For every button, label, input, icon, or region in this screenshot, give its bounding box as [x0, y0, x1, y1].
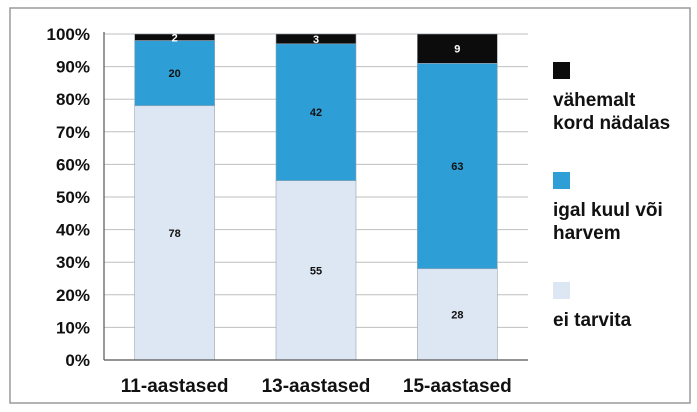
bar-segment	[134, 33, 215, 41]
data-label: 3	[313, 34, 319, 46]
y-tick-label: 10%	[56, 318, 90, 337]
x-category-label: 15-aastased	[403, 376, 512, 397]
legend-label: harvem	[553, 223, 621, 244]
bar-segment	[275, 33, 357, 45]
bar-segment	[275, 43, 357, 181]
data-label: 9	[454, 44, 460, 56]
axes	[103, 32, 528, 361]
data-label: 55	[310, 265, 322, 277]
bar-segment	[417, 63, 498, 270]
x-category-label: 13-aastased	[262, 376, 371, 397]
bar-segment	[275, 180, 357, 361]
legend-swatch	[553, 172, 570, 189]
data-label: 28	[451, 309, 463, 321]
legend-label: igal kuul või	[553, 200, 663, 221]
data-label: 20	[169, 68, 181, 80]
y-tick-label: 0%	[65, 351, 90, 370]
y-tick-label: 70%	[56, 123, 90, 142]
y-tick-label: 30%	[56, 253, 90, 272]
data-label: 2	[172, 32, 178, 44]
chart-border	[9, 7, 691, 404]
legend-label: kord nädalas	[553, 113, 671, 134]
bar-segment	[134, 105, 215, 361]
legend-swatch	[553, 282, 570, 299]
bar-segment	[134, 40, 215, 107]
labels: 0% 10% 20% 30% 40% 50% 60% 70% 80% 90% 100% 78 20 2 11…	[47, 25, 512, 397]
y-tick-label: 40%	[56, 221, 90, 240]
y-tick-label: 90%	[56, 58, 90, 77]
y-tick-label: 100%	[47, 25, 90, 44]
y-tick-label: 50%	[56, 188, 90, 207]
bars	[134, 33, 498, 361]
bar-segment	[417, 268, 498, 361]
bar-segment	[417, 33, 498, 64]
data-label: 78	[169, 228, 181, 240]
legend-label: vähemalt	[553, 90, 636, 111]
y-tick-label: 80%	[56, 90, 90, 109]
y-tick-label: 60%	[56, 155, 90, 174]
legend-label: ei tarvita	[553, 310, 632, 331]
data-label: 42	[310, 107, 322, 119]
legend-swatch	[553, 62, 570, 79]
x-category-label: 11-aastased	[121, 376, 229, 397]
y-tick-label: 20%	[56, 286, 90, 305]
data-label: 63	[451, 161, 463, 173]
